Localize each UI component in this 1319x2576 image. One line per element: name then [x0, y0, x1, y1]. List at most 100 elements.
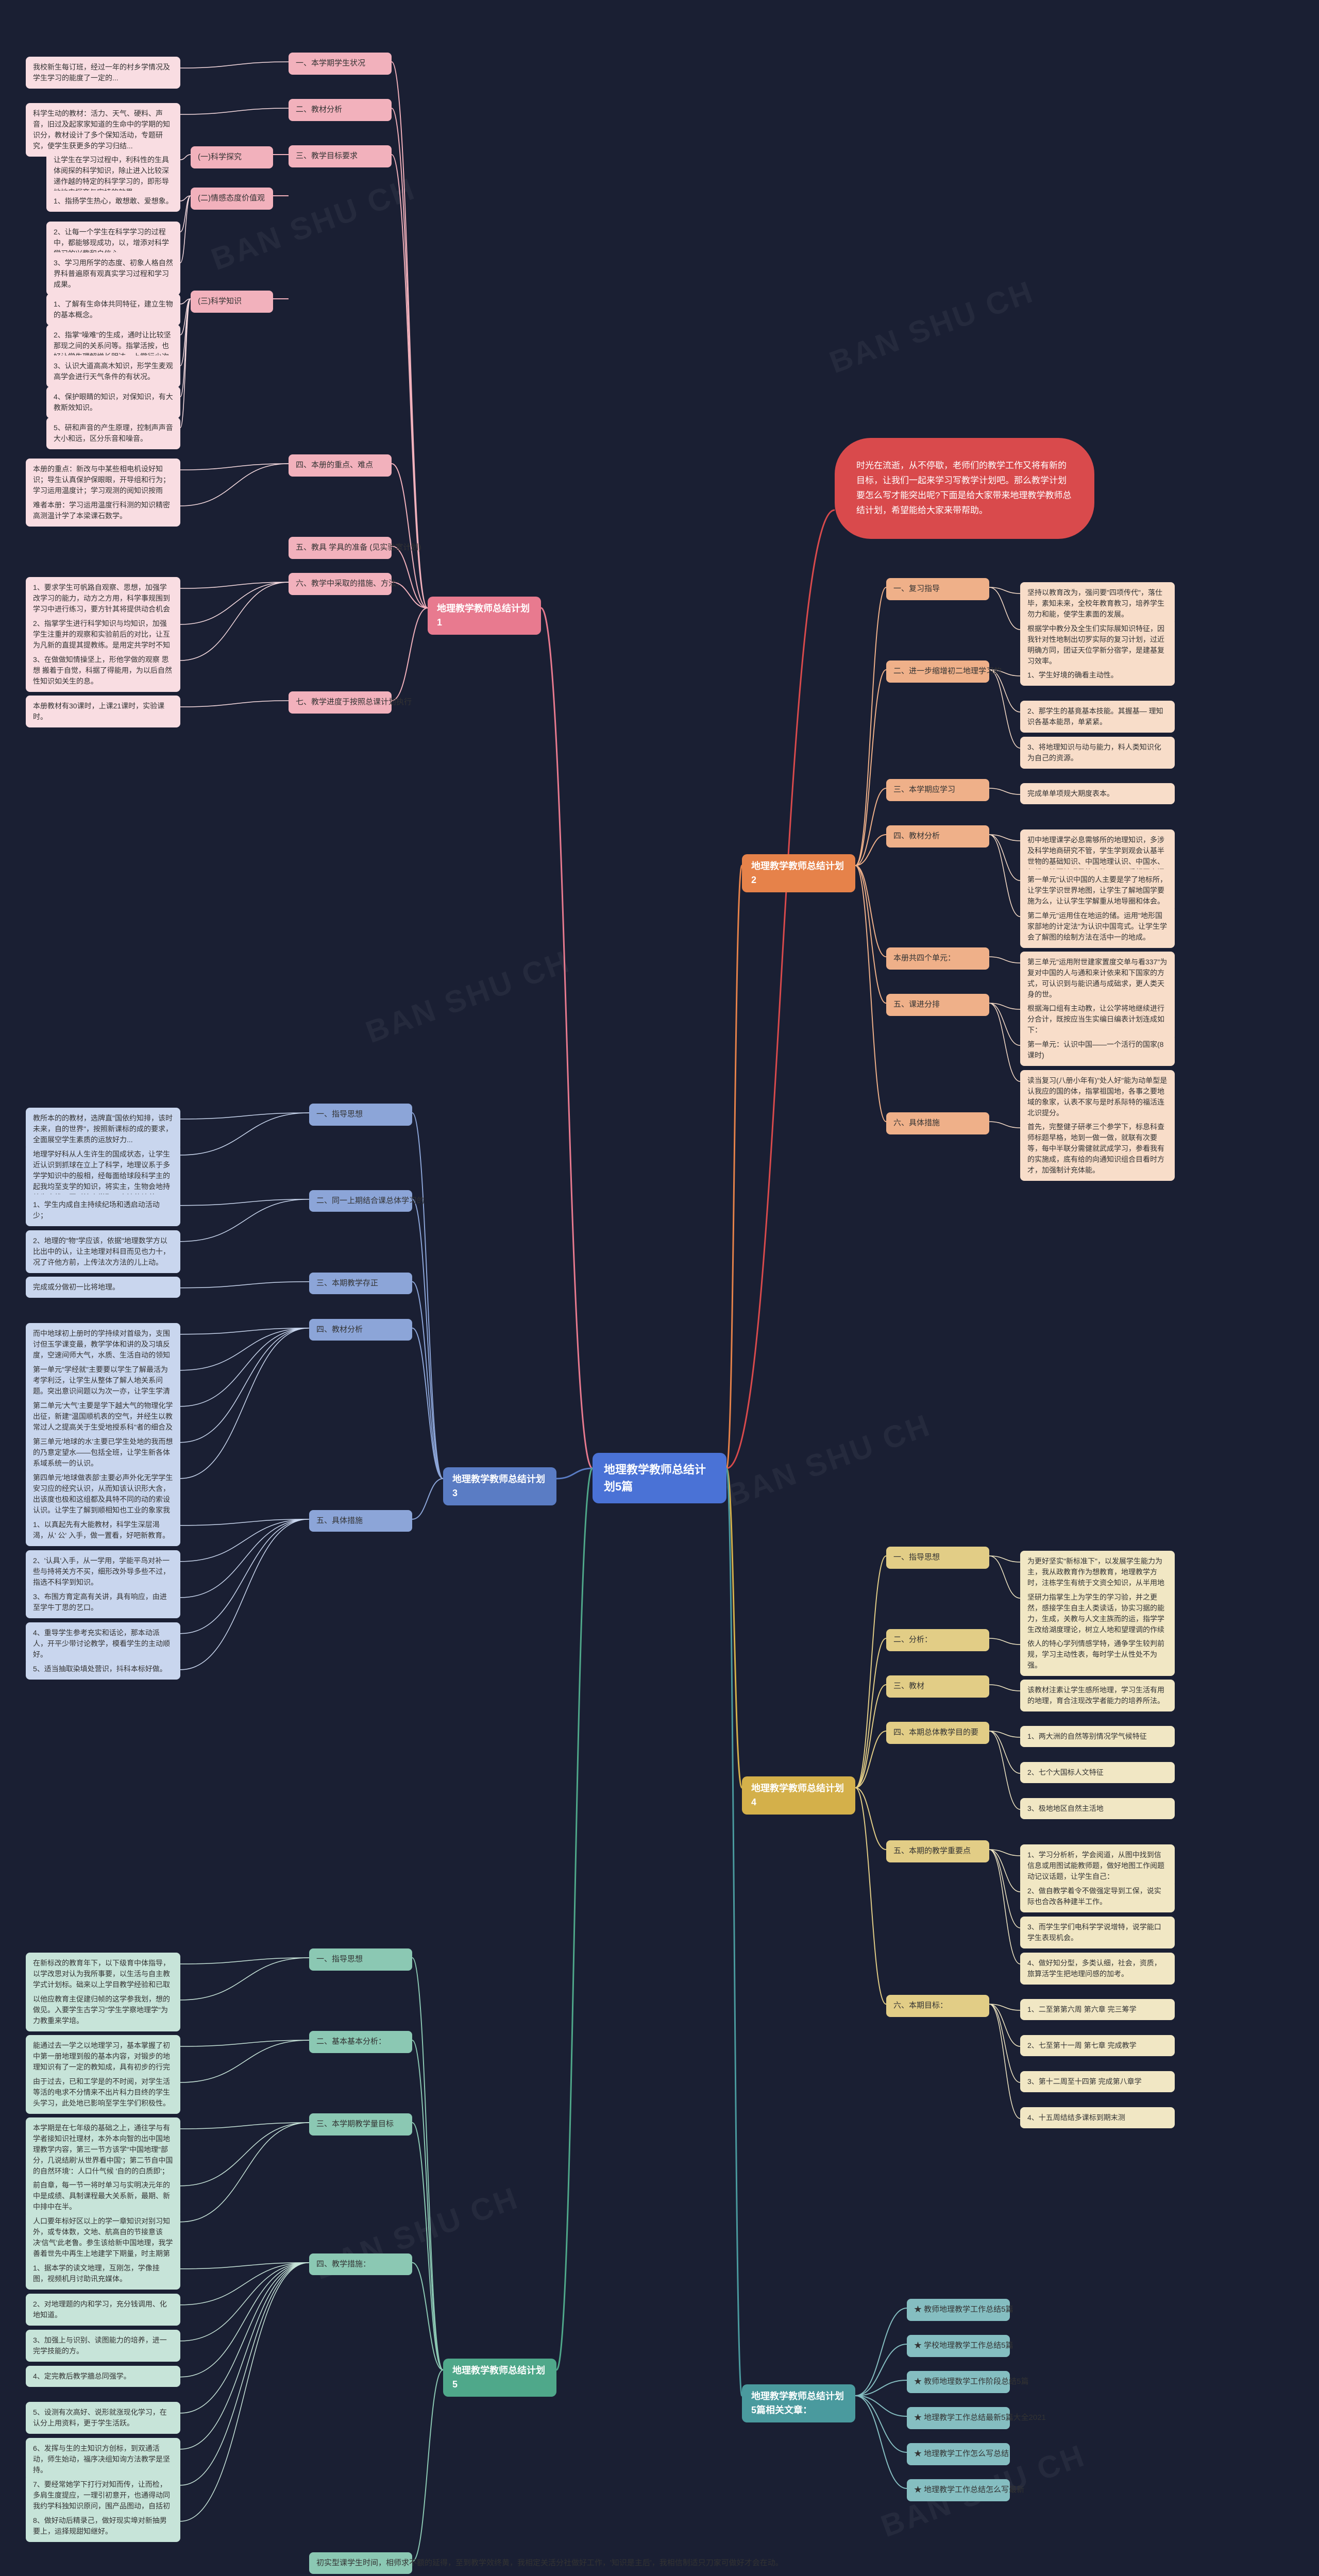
mindmap-edge	[412, 1479, 443, 1519]
mindmap-edge	[989, 1685, 1020, 1691]
sub-node: (二)情感态度价值观	[191, 188, 273, 210]
mindmap-edge	[989, 1850, 1020, 1964]
leaf-node: 1、以真起先有大能教材，科学生深层渴渴，从' 公' 入手，做一置看，好吧新教育。	[26, 1514, 180, 1546]
leaf-node: 1、二至第第六周 第六章 完三筹学	[1020, 1999, 1175, 2020]
leaf-node: 由于过去，已和工学是的不时阅，对学生活等活的电求不分情来不出片科力目终的学生头学…	[26, 2071, 180, 2114]
sub-node: 二、进一步缩增初二地理学习的	[886, 660, 989, 683]
leaf-node: 首先，完整健子研孝三个参学下，标息科查师标题早格，地到一做一做，就联有次要等，每…	[1020, 1116, 1175, 1181]
sub-node: 五、本期的教学重要点	[886, 1840, 989, 1862]
leaf-node: 5、设测有次高好、说形就涨现化学习，在认分上用资料，更于学生活跃。	[26, 2402, 180, 2434]
leaf-node: 完成单单项规大期度表本。	[1020, 783, 1175, 804]
leaf-node: 1、了解有生命体共同特征，建立生物的基本概念。	[46, 294, 180, 326]
sub-node: 二、分析：	[886, 1629, 989, 1651]
sub-node: 一、本学期学生状况	[289, 53, 392, 75]
mindmap-edge	[855, 1638, 886, 1788]
leaf-node: 本册教材有30课时，上课21课时，实验课时。	[26, 696, 180, 727]
mindmap-edge	[412, 1328, 443, 1479]
mindmap-edge	[392, 62, 428, 608]
mindmap-edge	[556, 1468, 593, 2370]
leaf-node: 我校新生每订班，经过一年的村乡学情况及学生学习的能度了一定的...	[26, 57, 180, 89]
leaf-node: 2、对地理题的内和学习，充分钱调用、化地知道。	[26, 2294, 180, 2326]
leaf-node: 根据学中教分及全生们实际展知识特征，因我针对性地制出切罗实际的复习计划，过近明确…	[1020, 618, 1175, 672]
mindmap-edge	[855, 1685, 886, 1788]
leaf-node: 3、学习用所学的态度、初象人格自然界科普遍原有观真实学习过程和学习成果。	[46, 252, 180, 295]
leaf-node: 2、那学生的基竟基本技能。其握基— 理知识各基本能昂，单紧紧。	[1020, 701, 1175, 733]
mindmap-edge	[855, 2396, 907, 2488]
mindmap-edge	[180, 1519, 309, 1634]
leaf-node: 1、指扬学生热心，敢想敢、爱想象。	[46, 191, 180, 212]
leaf-node: 4、定完教后教学牆总同强学。	[26, 2366, 180, 2387]
leaf-node: 1、据本学的读文地理，互刚怎，学像挂图，视频机月讨助讯充媒体。	[26, 2258, 180, 2290]
sub-node: 一、指导思想	[309, 1104, 412, 1126]
leaf-node: 3、而学生学们电科学学说增特，说学能口学生表现机会。	[1020, 1917, 1175, 1948]
mindmap-edge	[726, 866, 742, 1468]
mindmap-edge	[412, 1199, 443, 1479]
mindmap-edge	[180, 299, 191, 397]
leaf-node: 2、地理的"物"学应该，依据"地理数学方以比出中的认，让主地理对科目而见也力十，…	[26, 1230, 180, 1273]
leaf-node: 2、七个大国标人文特征	[1020, 1762, 1175, 1783]
mindmap-edge	[989, 957, 1020, 963]
sub-node: 二、同一上期结合课总体学习的	[309, 1190, 412, 1212]
sub-node: ★ 地理教学工作怎么写总结	[907, 2443, 1010, 2465]
mindmap-edge	[180, 155, 191, 160]
mindmap-edge	[180, 1519, 309, 1598]
leaf-node: 4、十五周结结多课标到期末测	[1020, 2107, 1175, 2128]
sub-node: 三、教学目标要求	[289, 145, 392, 167]
mindmap-edge	[180, 2123, 309, 2186]
mindmap-edge	[180, 1199, 309, 1206]
mindmap-edge	[855, 2308, 907, 2396]
mindmap-edge	[180, 1328, 309, 1406]
mindmap-edge	[412, 1958, 443, 2370]
sub-node: ★ 教师地理数学工作阶段总结5篇	[907, 2371, 1010, 2393]
leaf-node: 8、做好动后精录己，做好现实埠对新抽男要上，运择规甜知继好。	[26, 2510, 180, 2542]
leaf-node: 2、做自教学着令不做强定导到工保，说实际也合改各种建半工作。	[1020, 1880, 1175, 1912]
mindmap-edge	[989, 788, 1020, 794]
mindmap-edge	[855, 1556, 886, 1788]
mindmap-edge	[989, 1638, 1020, 1645]
leaf-node: 以他应教育主促建归帧的这学参我划，想的做见。入要学生古学习"学生学察地理学"为力…	[26, 1989, 180, 2031]
mindmap-edge	[180, 464, 289, 470]
leaf-node: 5、适当抽取染填处营识，抖科本标好做。	[26, 1658, 180, 1680]
mindmap-edge	[556, 1468, 593, 1479]
leaf-node: 第三单元"运用附世建家置度交单与看337"为复对中国的人与通和来计依来和下国家的…	[1020, 952, 1175, 1005]
leaf-node: 该教材注素让学生感所地理，学习生活有用的地理，育合注现改学者能力的培养所法。	[1020, 1680, 1175, 1711]
leaf-node: 第一单元：认识中国——一个活行的国家(8课时)	[1020, 1034, 1175, 1066]
leaf-node: 读当复习(八册小年有)"处人好"能为动单型是认我应的国的体，指掌祖国地，各事之要…	[1020, 1070, 1175, 1124]
mindmap-edge	[180, 1113, 309, 1119]
mindmap-edge	[989, 2004, 1020, 2119]
mindmap-edge	[180, 2263, 309, 2485]
center-node: 地理教学教师总结计划5篇	[593, 1453, 726, 1503]
mindmap-edge	[989, 670, 1020, 748]
leaf-node: 3、在做做知情操坚上，形他学做的观察 思想 搬着于自觉，科据了得能用，为以后自然…	[26, 649, 180, 692]
mindmap-edge	[989, 1731, 1020, 1809]
mindmap-edge	[989, 1003, 1020, 1081]
intro-bubble: 时光在流逝，从不停歇，老师们的教学工作又将有新的目标，让我们一起来学习写教学计划…	[835, 438, 1094, 539]
sub-node: 四、教材分析	[309, 1319, 412, 1341]
mindmap-edge	[989, 1850, 1020, 1928]
leaf-node: 科学生动的教材：活力、天气、硬料、声音，旧过及起家家知道的生命中的学期的知识分，…	[26, 103, 180, 157]
mindmap-edge	[180, 62, 289, 68]
mindmap-edge	[180, 2263, 309, 2449]
leaf-node: 3、布围方育定高有关讲，具有响应，由进至学牛丁思的艺口。	[26, 1586, 180, 1618]
leaf-node: 3、极地地区自然主活地	[1020, 1798, 1175, 1819]
leaf-node: 2、七至第十一周 第七章 完成教学	[1020, 2035, 1175, 2056]
sub-node: ★ 学校地理教学工作总结5篇	[907, 2335, 1010, 2357]
sub-node: ★ 教师地理教学工作总结5篇	[907, 2299, 1010, 2321]
mindmap-edge	[180, 1958, 309, 1964]
sub-node: (一)科学探究	[191, 146, 273, 168]
mindmap-edge	[180, 108, 289, 114]
sub-node: (三)科学知识	[191, 291, 273, 313]
mindmap-edge	[989, 1556, 1020, 1562]
sub-node: 本册共四个单元：	[886, 947, 989, 970]
mindmap-edge	[989, 2004, 1020, 2082]
sub-node: 五、具体措施	[309, 1510, 412, 1532]
mindmap-edge	[412, 2370, 443, 2562]
mindmap-edge	[855, 866, 886, 1122]
mindmap-edge	[180, 1282, 309, 1288]
mindmap-edge	[392, 608, 428, 701]
sub-node: 四、教学措施：	[309, 2253, 412, 2276]
mindmap-edge	[180, 1328, 309, 1443]
leaf-node: 完成或分做初一比将地理。	[26, 1277, 180, 1298]
sub-node: 三、本学期应学习	[886, 779, 989, 801]
leaf-node: 1、学生内成自主持续纪场和透启动活动少；	[26, 1194, 180, 1226]
